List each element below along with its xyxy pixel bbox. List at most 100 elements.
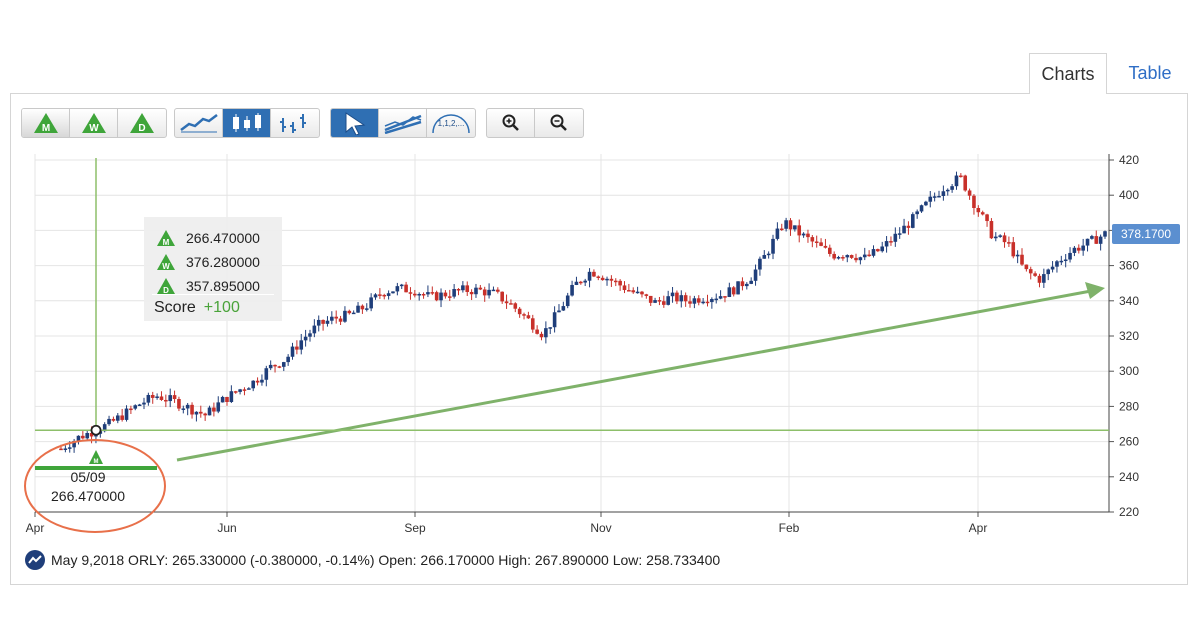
candle-body <box>871 249 876 256</box>
candle-body <box>836 257 841 259</box>
line-chart-button[interactable] <box>175 109 223 137</box>
candle-body <box>814 241 819 243</box>
candle-body <box>417 293 421 296</box>
rating-tooltip: M 266.470000 W 376.280000 D 357.895000 S… <box>144 217 282 321</box>
candle-body <box>701 301 705 304</box>
candle-body <box>793 225 797 230</box>
candle-body <box>461 285 465 291</box>
crosshair-price: 266.470000 <box>51 488 125 504</box>
candle-body <box>928 196 933 202</box>
y-tick-label: 320 <box>1119 329 1139 343</box>
candle-body <box>72 440 76 448</box>
candle-body <box>696 298 701 303</box>
tab-charts[interactable]: Charts <box>1029 53 1107 94</box>
zoom-in-button[interactable] <box>487 109 535 137</box>
candle-body <box>164 399 168 402</box>
x-tick-label: Apr <box>969 521 988 535</box>
candle-body <box>59 448 63 451</box>
candle-body <box>360 305 365 310</box>
weekly-rating-value: 376.280000 <box>186 254 260 270</box>
candle-body <box>369 297 373 309</box>
candle-body <box>133 405 138 409</box>
candle-body <box>251 380 256 389</box>
highlight-circle <box>24 439 166 533</box>
candle-body <box>478 287 483 290</box>
candlestick-chart-button[interactable] <box>223 109 271 137</box>
candle-body <box>1085 238 1090 246</box>
candle-body <box>766 253 771 256</box>
candle-body <box>565 295 570 307</box>
candle-body <box>408 292 413 294</box>
candle-body <box>618 280 622 286</box>
candle-body <box>596 276 601 278</box>
drawing-tools-group: 1,1,2,... <box>330 108 476 138</box>
svg-text:W: W <box>89 123 99 134</box>
chart-type-button-group <box>174 108 320 138</box>
candle-body <box>788 220 793 230</box>
fibonacci-button[interactable]: 1,1,2,... <box>427 109 475 137</box>
candle-body <box>692 298 697 304</box>
candle-body <box>862 254 867 258</box>
rating-bar <box>35 466 157 470</box>
candle-body <box>255 380 260 383</box>
candle-body <box>745 283 749 287</box>
candle-body <box>906 225 911 228</box>
fibonacci-icon: 1,1,2,... <box>432 114 470 134</box>
candle-body <box>426 292 430 295</box>
tab-table[interactable]: Table <box>1128 63 1172 83</box>
candle-body <box>924 201 928 206</box>
candle-body <box>299 340 304 350</box>
candle-body <box>491 289 496 292</box>
candle-body <box>242 389 247 391</box>
pointer-button[interactable] <box>331 109 379 137</box>
candle-body <box>810 237 815 242</box>
candle-body <box>325 320 330 324</box>
x-tick-label: Jun <box>217 521 236 535</box>
candle-body <box>504 301 509 304</box>
candle-body <box>378 294 382 296</box>
candle-body <box>963 175 968 191</box>
candle-body <box>107 418 111 425</box>
candle-body <box>421 293 426 296</box>
candle-body <box>989 221 994 239</box>
candle-body <box>779 228 784 231</box>
candle-body <box>181 408 186 410</box>
line-chart-icon <box>179 114 218 133</box>
candle-body <box>513 303 518 309</box>
candle-body <box>884 241 889 247</box>
tooltip-row-weekly: W 376.280000 <box>156 253 260 271</box>
candle-body <box>557 310 561 313</box>
candle-body <box>150 394 155 398</box>
candle-body <box>731 287 736 295</box>
candle-body <box>439 292 443 301</box>
candle-body <box>897 233 902 235</box>
candle-body <box>592 271 596 277</box>
candle-body <box>159 396 164 400</box>
trend-layer <box>176 282 1105 462</box>
candle-body <box>622 285 627 291</box>
trend-line <box>176 289 1092 462</box>
candle-body <box>544 328 548 338</box>
candle-body <box>714 298 719 301</box>
ohlc-bar-chart-button[interactable] <box>271 109 319 137</box>
weekly-rating-button[interactable]: W <box>70 109 118 137</box>
axis-layer: 220240260280300320340360380400420AprJunS… <box>26 153 1140 535</box>
candle-body <box>1068 252 1072 260</box>
candle-body <box>631 290 636 293</box>
zoom-out-button[interactable] <box>535 109 583 137</box>
candle-body <box>373 294 378 298</box>
crosshair-rating-letter: M <box>94 459 99 465</box>
candle-body <box>273 364 277 367</box>
candle-body <box>893 233 898 242</box>
daily-rating-button[interactable]: D <box>118 109 166 137</box>
candle-body <box>120 415 124 420</box>
trend-line-button[interactable] <box>379 109 427 137</box>
y-tick-label: 400 <box>1119 188 1139 202</box>
candle-body <box>657 300 662 302</box>
candle-body <box>552 312 557 328</box>
candle-body <box>1028 269 1033 274</box>
monthly-rating-button[interactable]: M <box>22 109 70 137</box>
candlestick-chart[interactable]: 220240260280300320340360380400420AprJunS… <box>11 94 1187 584</box>
chart-grid <box>34 154 1109 513</box>
x-tick-label: Sep <box>404 521 426 535</box>
